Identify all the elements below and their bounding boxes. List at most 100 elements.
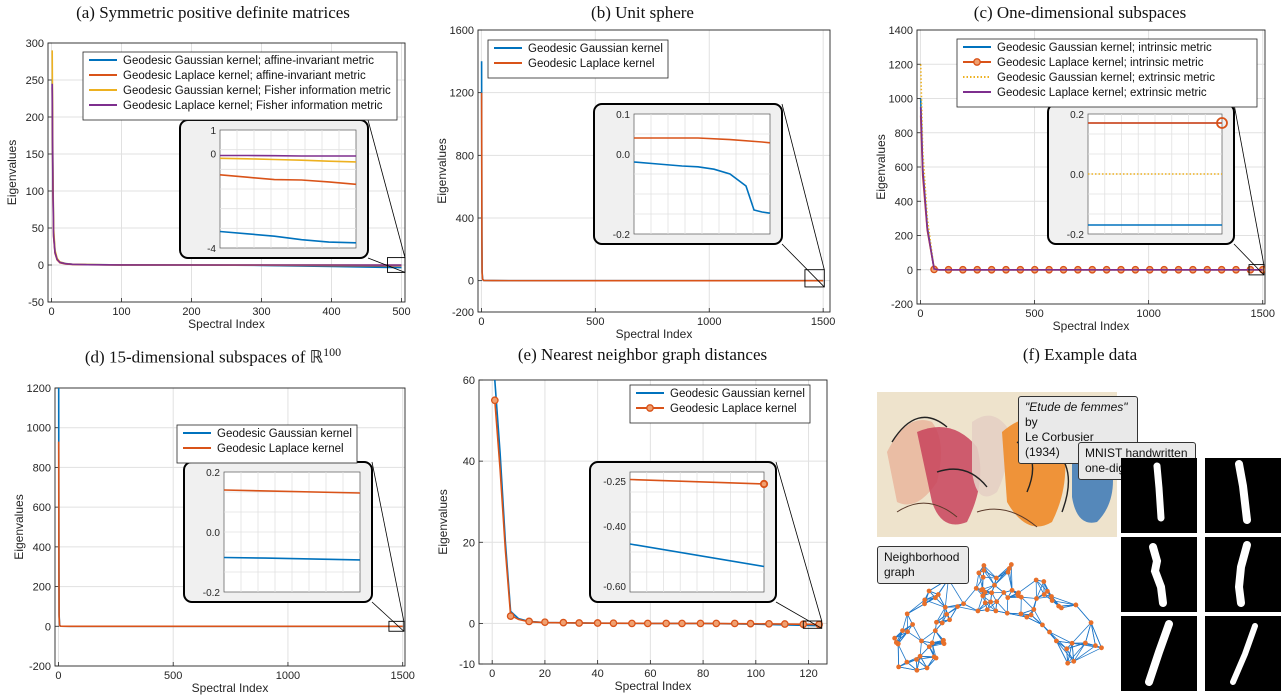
y-axis-label-b: Eigenvalues — [435, 138, 449, 203]
y-tick-label-c-0: -200 — [891, 299, 913, 311]
graph-node-9 — [1009, 587, 1015, 593]
y-tick-label-c-5: 800 — [895, 128, 913, 140]
series-line-b-1 — [480, 92, 824, 282]
graph-node-37 — [1088, 620, 1094, 626]
legend-label-c-0: Geodesic Gaussian kernel; intrinsic metr… — [997, 42, 1212, 54]
inset-y-tick-label-a-0: -4 — [207, 244, 216, 255]
graph-edge-59-5 — [1056, 640, 1069, 664]
graph-node-1 — [926, 644, 932, 650]
legend-b: Geodesic Gaussian kernel Geodesic Laplace… — [487, 39, 669, 79]
graph-node-58 — [1005, 569, 1011, 575]
inset-series-d-1 — [223, 556, 361, 561]
graph-edge-55-5 — [907, 603, 925, 615]
y-tick-label-d-2: 200 — [33, 582, 51, 594]
graph-edge-15-5 — [1021, 596, 1035, 610]
axes-frame-d — [54, 387, 406, 667]
graph-node-74 — [895, 641, 901, 647]
zoom-connector-top-e — [775, 461, 823, 622]
graph-node-60 — [993, 608, 999, 614]
y-tick-label-b-1: 0 — [468, 276, 474, 288]
graph-node-19 — [910, 622, 915, 627]
y-tick-label-e-4: 60 — [463, 375, 475, 387]
zoom-connector-bottom-d — [371, 601, 405, 632]
series-group-b — [480, 61, 824, 282]
inset-y-tick-label-c-2: 0.2 — [1070, 110, 1084, 121]
x-tick-label-e-2: 40 — [592, 668, 604, 680]
y-tick-label-e-2: 20 — [463, 537, 475, 549]
y-tick-label-c-3: 400 — [895, 196, 913, 208]
graph-node-27 — [984, 607, 990, 613]
graph-node-33 — [982, 589, 988, 595]
zoom-connector-top-b — [781, 103, 825, 270]
y-tick-label-d-5: 800 — [33, 462, 51, 474]
series-line-c-3 — [919, 107, 1263, 271]
graph-node-34 — [947, 617, 952, 623]
series-marker-e-1-2 — [525, 617, 533, 626]
graph-node-69 — [896, 664, 902, 670]
zoom-source-box-b — [804, 269, 825, 288]
legend-label-e-0: Geodesic Gaussian kernel — [670, 388, 805, 400]
graph-edge-12-5 — [921, 630, 936, 642]
axes-frame-b — [477, 29, 831, 313]
graph-node-12 — [919, 638, 924, 644]
series-line-a-3 — [51, 83, 402, 266]
x-tick-label-e-1: 20 — [539, 668, 551, 680]
y-tick-label-e-0: -10 — [459, 659, 475, 671]
panel-title-d: (d) 15-dimensional subspaces of ℝ100 — [18, 345, 408, 368]
y-tick-label-a-3: 100 — [26, 186, 44, 198]
zoom-connector-bottom-e — [775, 601, 822, 629]
panel-title-e: (e) Nearest neighbor graph distances — [517, 345, 768, 364]
chart-b: 0 500 1000 1500 -200 0 400 800 1200 1600 Spectral … — [435, 25, 835, 341]
series-line-e-1 — [494, 400, 820, 626]
graph-node-16 — [904, 611, 910, 617]
series-group-c — [919, 64, 1265, 274]
graph-edge-40-4 — [996, 601, 1008, 614]
inset-y-tick-label-a-2: 1 — [210, 126, 216, 137]
graph-node-67 — [975, 608, 981, 614]
graph-edge-64-5 — [1049, 631, 1073, 644]
y-tick-label-c-1: 0 — [907, 265, 913, 277]
inset-y-tick-label-e-1: -0.40 — [603, 522, 626, 533]
zoom-connector-bottom-b — [781, 243, 825, 288]
y-tick-label-a-5: 200 — [26, 112, 44, 124]
x-tick-label-a-2: 200 — [182, 306, 200, 318]
x-tick-label-c-1: 500 — [1025, 308, 1043, 320]
painting-caption-title: "Etude de femmes" — [1025, 400, 1128, 414]
graph-node-86 — [993, 575, 999, 581]
x-tick-label-e-5: 100 — [747, 668, 765, 680]
y-axis-label-a: Eigenvalues — [5, 140, 19, 205]
legend-box-e — [629, 384, 811, 424]
mnist-digit-grid — [1121, 458, 1281, 691]
x-axis-label-c: Spectral Index — [1053, 319, 1130, 333]
y-tick-label-a-0: -50 — [28, 297, 44, 309]
graph-node-45 — [914, 667, 920, 673]
y-tick-label-c-6: 1000 — [889, 94, 913, 106]
graph-node-75 — [931, 654, 937, 660]
zoom-source-box-a — [387, 257, 406, 273]
series-line-d-1 — [57, 441, 403, 628]
series-group-d — [57, 388, 403, 628]
graph-node-82 — [1034, 596, 1039, 601]
inset-y-tick-label-b-1: 0.0 — [616, 150, 630, 161]
mnist-digit-1-stroke — [1153, 462, 1165, 522]
panel-title-d-superscript: 100 — [323, 345, 342, 359]
inset-series-b-0 — [634, 137, 771, 144]
graph-caption-line2: graph — [884, 565, 915, 579]
graph-node-81 — [900, 628, 905, 634]
axes-frame-a — [47, 42, 406, 303]
zoom-connector-top-c — [1233, 103, 1265, 265]
graph-edge-40-5 — [1007, 612, 1027, 618]
graph-node-88 — [1008, 562, 1014, 567]
graph-node-65 — [941, 641, 947, 647]
graph-node-62 — [917, 653, 923, 659]
x-tick-label-d-0: 0 — [55, 670, 61, 682]
painting-caption-by: by — [1025, 415, 1038, 429]
zoom-connector-bottom-c — [1233, 243, 1265, 276]
x-tick-label-b-2: 1000 — [697, 316, 721, 328]
graph-node-48 — [981, 567, 987, 573]
graph-node-77 — [904, 659, 910, 665]
x-tick-label-c-2: 1000 — [1136, 308, 1160, 320]
mnist-digit-4 — [1205, 537, 1281, 612]
